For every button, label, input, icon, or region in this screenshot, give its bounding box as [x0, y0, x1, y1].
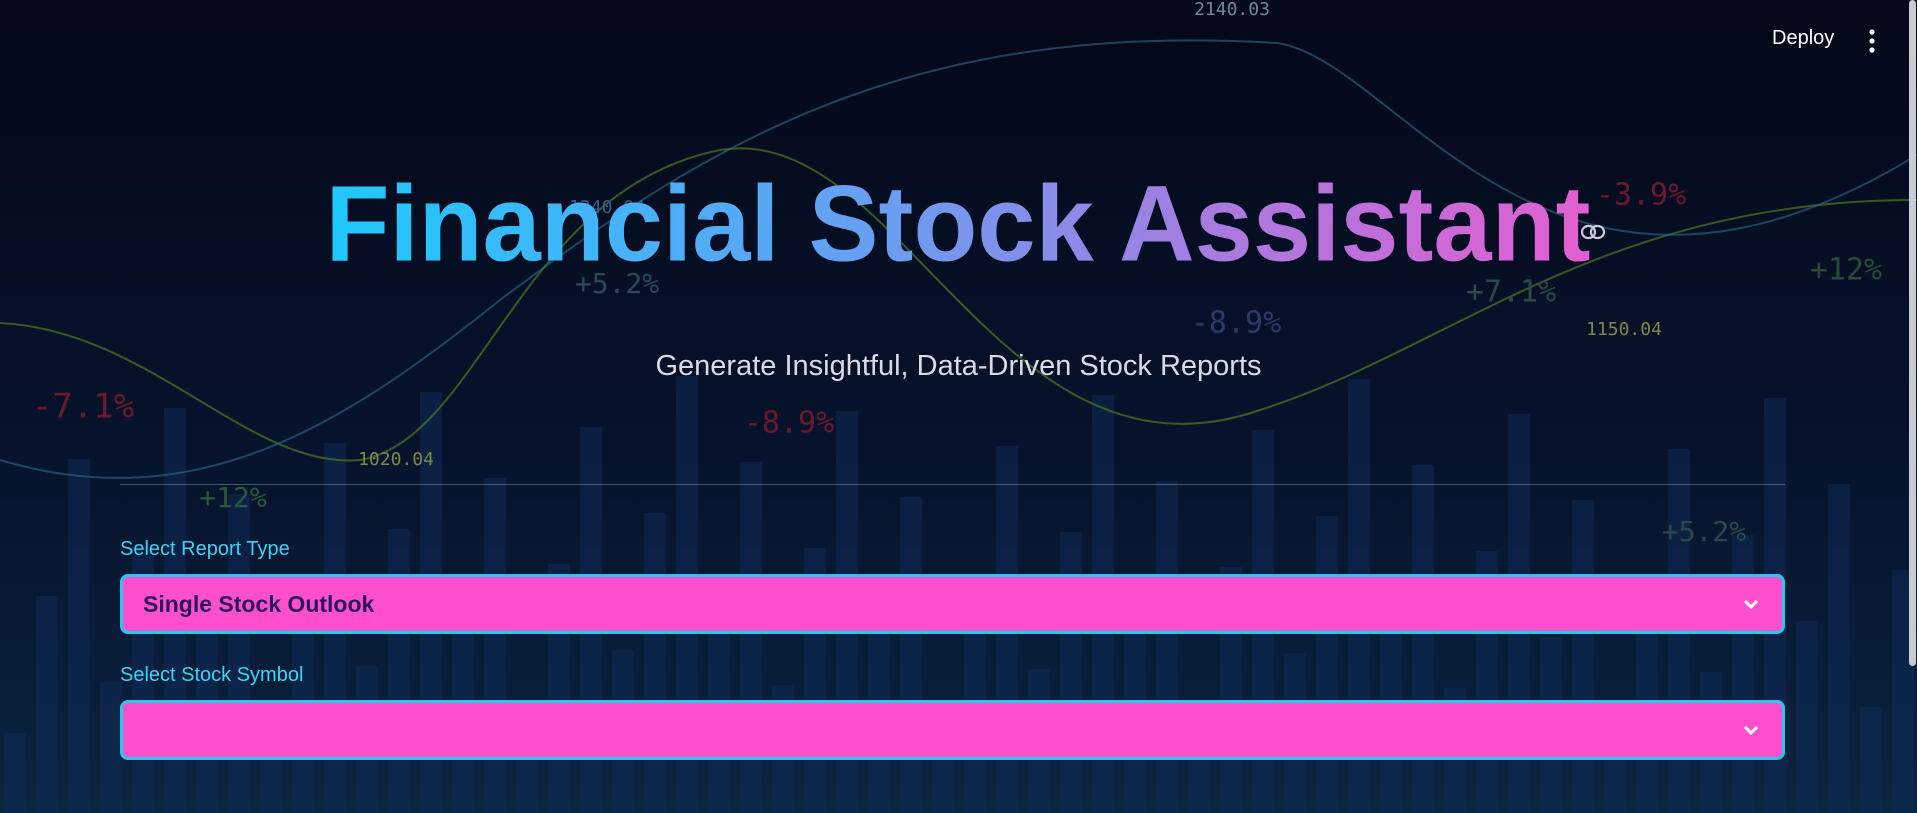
- decor-bar: [36, 596, 58, 813]
- decor-label: 1020.04: [358, 449, 434, 470]
- decor-labels: 2140.03 1340.04 1020.04 1150.04 -7.1% +12% +5.…: [32, 0, 1882, 548]
- deploy-button[interactable]: Deploy: [1772, 27, 1835, 49]
- decor-label: -8.9%: [1191, 306, 1281, 341]
- decor-bar: [4, 733, 26, 813]
- field-label: Select Stock Symbol: [120, 664, 304, 686]
- decor-label: 1340.04: [569, 197, 645, 218]
- decor-label: +12%: [199, 481, 267, 514]
- decor-curve: [0, 39, 1917, 479]
- decor-label: -7.1%: [32, 387, 134, 427]
- chevron: [1743, 599, 1759, 610]
- select-box[interactable]: Single Stock Outlook: [120, 574, 1785, 634]
- decor-bar: [1796, 621, 1818, 813]
- decor-label: 2140.03: [1194, 0, 1270, 20]
- decor-label: +12%: [1810, 253, 1882, 288]
- field-label: Select Report Type: [120, 538, 290, 560]
- decor-bar: [1828, 484, 1850, 813]
- decor-bar: [1892, 570, 1914, 813]
- decor-label: +5.2%: [1662, 515, 1746, 548]
- divider: [120, 484, 1785, 485]
- decor-label: +7.1%: [1466, 275, 1556, 310]
- decor-bar: [1860, 707, 1882, 813]
- select-value: Single Stock Outlook: [143, 591, 375, 617]
- decor-bar: [100, 682, 122, 813]
- scrollbar[interactable]: [1909, 0, 1916, 666]
- subtitle: Generate Insightful, Data-Driven Stock R…: [655, 350, 1262, 382]
- decor-label: -8.9%: [744, 406, 834, 441]
- title: Financial Stock Assistant: [326, 163, 1591, 284]
- menu-button[interactable]: [1866, 28, 1878, 54]
- decor-label: 1150.04: [1586, 319, 1662, 340]
- decor-label: -3.9%: [1596, 178, 1686, 213]
- chevron: [1743, 725, 1759, 736]
- link-icon[interactable]: [1580, 224, 1606, 240]
- decor-bar: [68, 459, 90, 813]
- decor-label: +5.2%: [575, 267, 659, 300]
- select-box[interactable]: [120, 700, 1785, 760]
- decor-curve: [0, 147, 1917, 462]
